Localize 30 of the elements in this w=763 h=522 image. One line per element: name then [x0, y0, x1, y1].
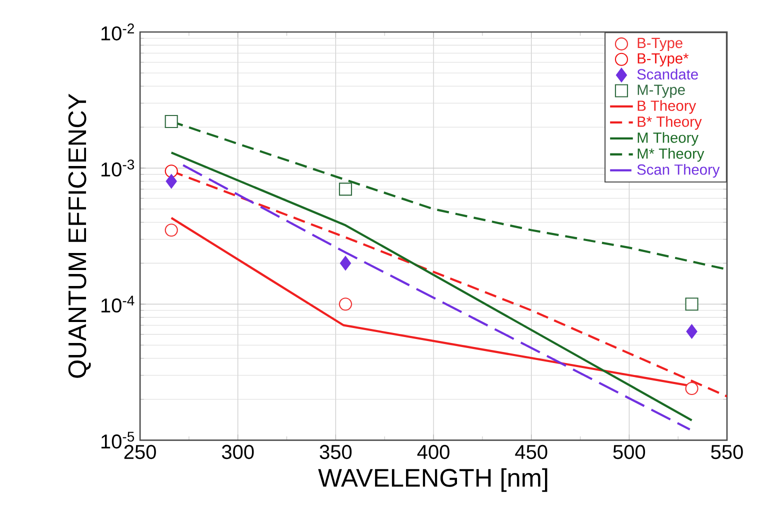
y-tick-label: 10$^{-3}$: [102, 160, 134, 177]
legend-label: M* Theory: [638, 148, 704, 162]
point: [166, 174, 177, 189]
point: [340, 256, 352, 271]
point: [686, 324, 698, 339]
x-tick-label: 500: [613, 445, 646, 460]
x-axis-title: WAVELENGTH [nm]: [318, 468, 548, 492]
text: B-Type: [638, 38, 682, 52]
legend-label: B Theory: [638, 100, 696, 114]
legend-label: M Theory: [638, 132, 699, 146]
x-tick-label: 350: [320, 445, 352, 460]
x-tick-label: 550: [711, 445, 743, 460]
y-tick-label: 10$^{-4}$: [102, 296, 134, 313]
legend-label: M-Type: [638, 84, 685, 98]
legend-label: Scandate: [637, 68, 698, 80]
point: [164, 164, 178, 178]
point: [338, 182, 352, 196]
x-tick-label: 300: [222, 445, 254, 460]
x-tick-label: 450: [515, 445, 548, 460]
x-tick-label: 400: [417, 445, 450, 460]
point: [685, 382, 698, 396]
legend-label: Scan Theory: [637, 164, 720, 178]
point: [164, 224, 178, 237]
point: [164, 115, 178, 128]
point: [685, 298, 698, 311]
y-tick-label: 10$^{-2}$: [102, 24, 134, 41]
point: [338, 298, 352, 311]
y-axis-title: QUANTUM EFFICIENCY: [68, 94, 91, 378]
legend-label: B-Type*: [638, 54, 689, 67]
legend-label: B* Theory: [638, 116, 702, 130]
